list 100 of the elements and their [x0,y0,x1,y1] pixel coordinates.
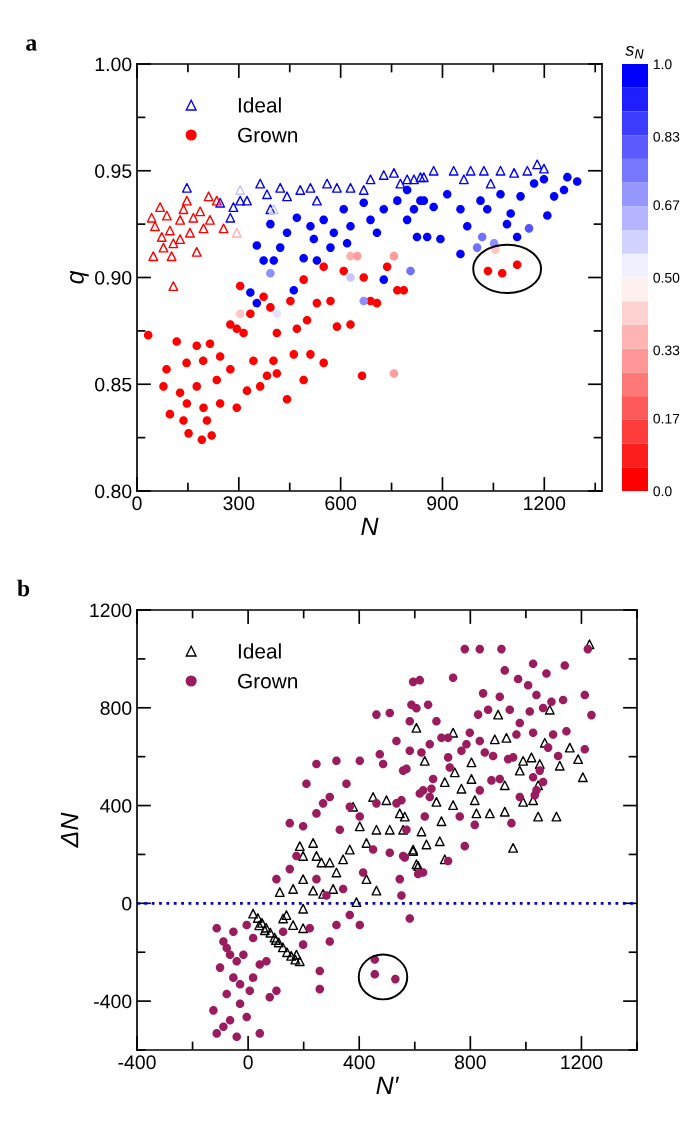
point [512,232,522,242]
color-bar-label: 0.17 [653,413,680,424]
point [572,177,582,186]
point [246,288,255,297]
chart-title: b [17,579,30,597]
point [353,251,362,261]
point [259,256,268,265]
point [509,167,520,178]
point [456,204,465,214]
y-axis-title: q [70,270,89,284]
point [241,195,252,206]
color-bar-label: 0.0 [653,486,672,497]
point [231,227,242,238]
point [465,165,476,176]
point [402,215,412,225]
point [191,246,202,257]
chart-title: a [26,39,37,51]
point [478,165,489,176]
point [204,214,215,225]
point [215,197,226,208]
point [262,189,272,200]
point [372,228,382,237]
point [181,182,192,193]
point [559,185,569,195]
point [275,182,286,193]
point [412,232,422,242]
point [312,256,322,265]
x-tick-label: 400 [343,1055,375,1070]
point [319,215,328,225]
x-tick-label: 900 [427,496,458,511]
legend-label: Grown [238,127,298,143]
point [389,251,399,261]
x-tick-label: 300 [223,496,255,511]
point [472,243,482,252]
point [225,212,236,223]
point [203,191,214,202]
point [252,298,262,308]
legend-label: Ideal [238,643,281,659]
point [409,204,419,214]
point [282,228,292,237]
point [292,213,302,222]
point [366,215,375,225]
point [538,163,549,174]
x-tick-label: 1200 [524,496,566,511]
point [158,242,169,253]
point [359,296,369,306]
y-tick-label: 0 [122,896,132,911]
point [306,221,315,231]
point [218,223,229,234]
point [175,214,186,225]
point [462,221,472,231]
point [311,195,322,206]
y-tick-label: 400 [100,799,132,813]
x-tick-label: 1200 [561,1055,603,1070]
point [476,196,485,205]
y-tick-label: 0.80 [95,484,132,499]
point [175,234,186,245]
point [458,174,469,185]
point [524,224,534,233]
point [477,232,487,242]
point [331,182,342,193]
point [365,174,376,185]
point [506,209,515,218]
color-bar-label: 1.0 [653,59,672,70]
point [305,182,316,193]
point [235,309,245,319]
point [429,202,438,212]
point [272,309,282,319]
point [150,221,160,232]
y-tick-label: 1200 [90,603,132,618]
legend-label: Grown [238,673,298,689]
point [442,189,452,199]
point [211,195,222,206]
y-tick-label: 0.90 [95,270,132,285]
y-tick-label: 800 [100,701,132,716]
y-tick-label: 1.00 [95,57,132,72]
point [198,223,209,234]
point [448,165,459,176]
point [495,165,506,176]
point [342,239,352,248]
point [485,178,496,189]
color-bar-label: 0.83 [653,131,680,142]
y-tick-label: -400 [94,994,132,1009]
x-tick-label: 800 [454,1055,486,1070]
point [322,178,333,189]
point [402,185,412,195]
x-axis-title: N′ [376,1076,400,1094]
point [282,191,292,202]
y-tick-label: 0.95 [95,164,132,178]
point [549,192,559,201]
point [255,178,266,189]
point [269,256,279,265]
point [408,174,419,185]
point [252,241,262,250]
point [181,195,192,206]
x-tick-label: 600 [325,496,357,511]
point [483,204,492,214]
point [358,184,369,195]
point [345,182,356,193]
point [295,184,306,195]
